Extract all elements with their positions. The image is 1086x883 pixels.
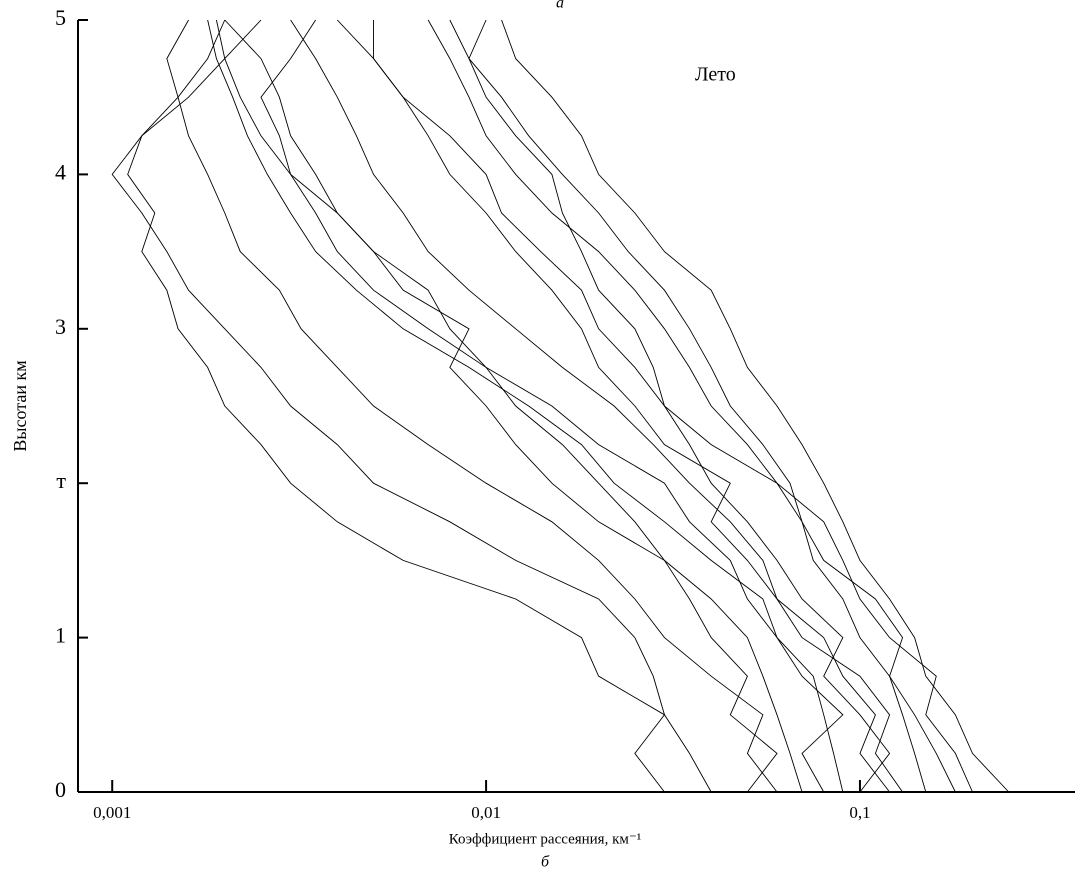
profile-line [336, 19, 890, 793]
profile-line [207, 19, 844, 793]
chart-title: а [556, 0, 564, 12]
y-tick-label: 4 [55, 159, 66, 184]
profile-line [290, 19, 903, 793]
y-tick-label: 0 [55, 777, 66, 802]
x-tick-label: 0,01 [471, 803, 501, 822]
profile-line [449, 19, 956, 793]
profile-line [501, 19, 1010, 793]
x-tick-label: 0,1 [849, 803, 870, 822]
x-axis-label: Коэффициент рассеяния, км⁻¹ [449, 831, 642, 847]
y-tick-label: 5 [55, 5, 66, 30]
profile-line [427, 19, 973, 793]
profile-line [468, 19, 891, 793]
y-axis-label: Высотаи км [10, 360, 30, 451]
profile-line [111, 19, 712, 793]
profile-line [127, 19, 666, 793]
subtitle: б [541, 854, 550, 871]
y-tick-label: 3 [55, 314, 66, 339]
profile-line [260, 19, 844, 793]
profile-line [224, 19, 778, 793]
annotation: Лето [695, 64, 736, 86]
y-tick-label: т [56, 468, 66, 493]
y-tick-label: 1 [55, 623, 66, 648]
profile-line [215, 19, 803, 793]
profile-line [166, 19, 778, 793]
x-tick-label: 0,001 [93, 803, 131, 822]
